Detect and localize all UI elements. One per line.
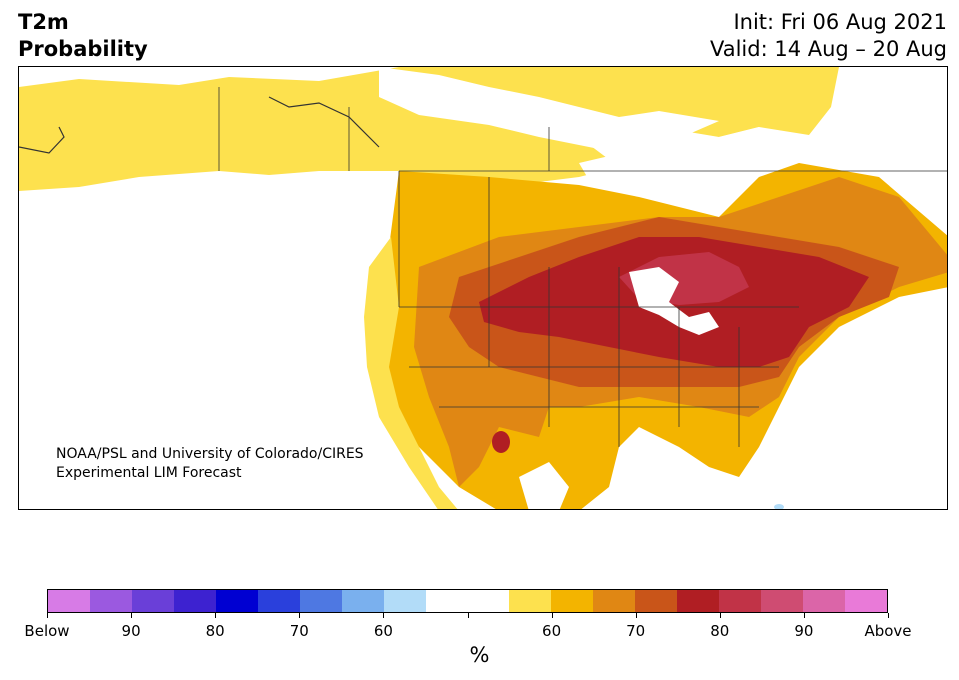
colorbar-ticks: Below 90 80 70 60 60 70 80 90 Above: [24, 613, 912, 643]
colorbar: [47, 589, 888, 613]
colorbar-tick-label: 70: [289, 622, 309, 640]
colorbar-swatch: [257, 590, 300, 612]
colorbar-swatch: [509, 590, 552, 612]
colorbar-tick: [131, 613, 133, 618]
init-date: Init: Fri 06 Aug 2021: [733, 10, 947, 34]
colorbar-swatch: [593, 590, 636, 612]
map-title: T2m Probability: [18, 9, 148, 63]
probability-map: NOAA/PSL and University of Colorado/CIRE…: [18, 66, 948, 510]
colorbar-swatch: [803, 590, 846, 612]
forecast-dates: Init: Fri 06 Aug 2021 Valid: 14 Aug – 20…: [710, 9, 947, 63]
colorbar-tick: [719, 613, 721, 618]
title-variable: T2m: [18, 10, 69, 34]
colorbar-tick: [299, 613, 301, 618]
credit-line-1: NOAA/PSL and University of Colorado/CIRE…: [56, 446, 364, 462]
colorbar-swatch: [677, 590, 720, 612]
colorbar-tick-label: 60: [542, 622, 562, 640]
colorbar-tick-label: 90: [121, 622, 141, 640]
mexico-south-white: [519, 462, 569, 509]
colorbar-swatch: [299, 590, 342, 612]
colorbar-swatch: [341, 590, 384, 612]
colorbar-swatch: [425, 590, 468, 612]
colorbar-tick-label: 70: [626, 622, 646, 640]
arctic-water-1: [379, 67, 719, 149]
colorbar-tick: [551, 613, 553, 618]
mexico-hotspot: [492, 431, 510, 453]
colorbar-tick: [803, 613, 805, 618]
below-dot: [774, 504, 784, 509]
colorbar-tick: [467, 613, 469, 618]
boundary-lines: [218, 87, 947, 447]
colorbar-swatch: [383, 590, 426, 612]
colorbar-tick: [635, 613, 637, 618]
credit-line-2: Experimental LIM Forecast: [56, 465, 242, 481]
coastline-west: [19, 96, 380, 154]
colorbar-tick: [47, 613, 48, 618]
title-metric: Probability: [18, 37, 148, 61]
region-west-light: [364, 237, 458, 509]
great-lakes: [629, 267, 719, 335]
colorbar-swatch: [761, 590, 804, 612]
colorbar-swatch: [131, 590, 174, 612]
colorbar-tick: [888, 613, 889, 618]
colorbar-swatch: [89, 590, 132, 612]
colorbar-swatch: [173, 590, 216, 612]
valid-range: Valid: 14 Aug – 20 Aug: [709, 37, 947, 61]
map-canvas: [19, 67, 947, 509]
colorbar-tick-label: 80: [710, 622, 730, 640]
colorbar-unit: %: [469, 643, 490, 667]
colorbar-tick-label: 90: [794, 622, 814, 640]
colorbar-tick: [383, 613, 385, 618]
colorbar-swatch: [845, 590, 888, 612]
colorbar-tick-label: Below: [24, 622, 70, 640]
colorbar-swatch: [467, 590, 510, 612]
credit-text: NOAA/PSL and University of Colorado/CIRE…: [56, 445, 364, 483]
colorbar-swatch: [48, 590, 90, 612]
colorbar-swatch: [551, 590, 594, 612]
colorbar-tick-label: 80: [205, 622, 225, 640]
colorbar-tick-label: 60: [373, 622, 393, 640]
colorbar-tick: [215, 613, 217, 618]
colorbar-swatch: [215, 590, 258, 612]
colorbar-swatch: [719, 590, 762, 612]
colorbar-swatch: [635, 590, 678, 612]
colorbar-tick-label: Above: [864, 622, 912, 640]
